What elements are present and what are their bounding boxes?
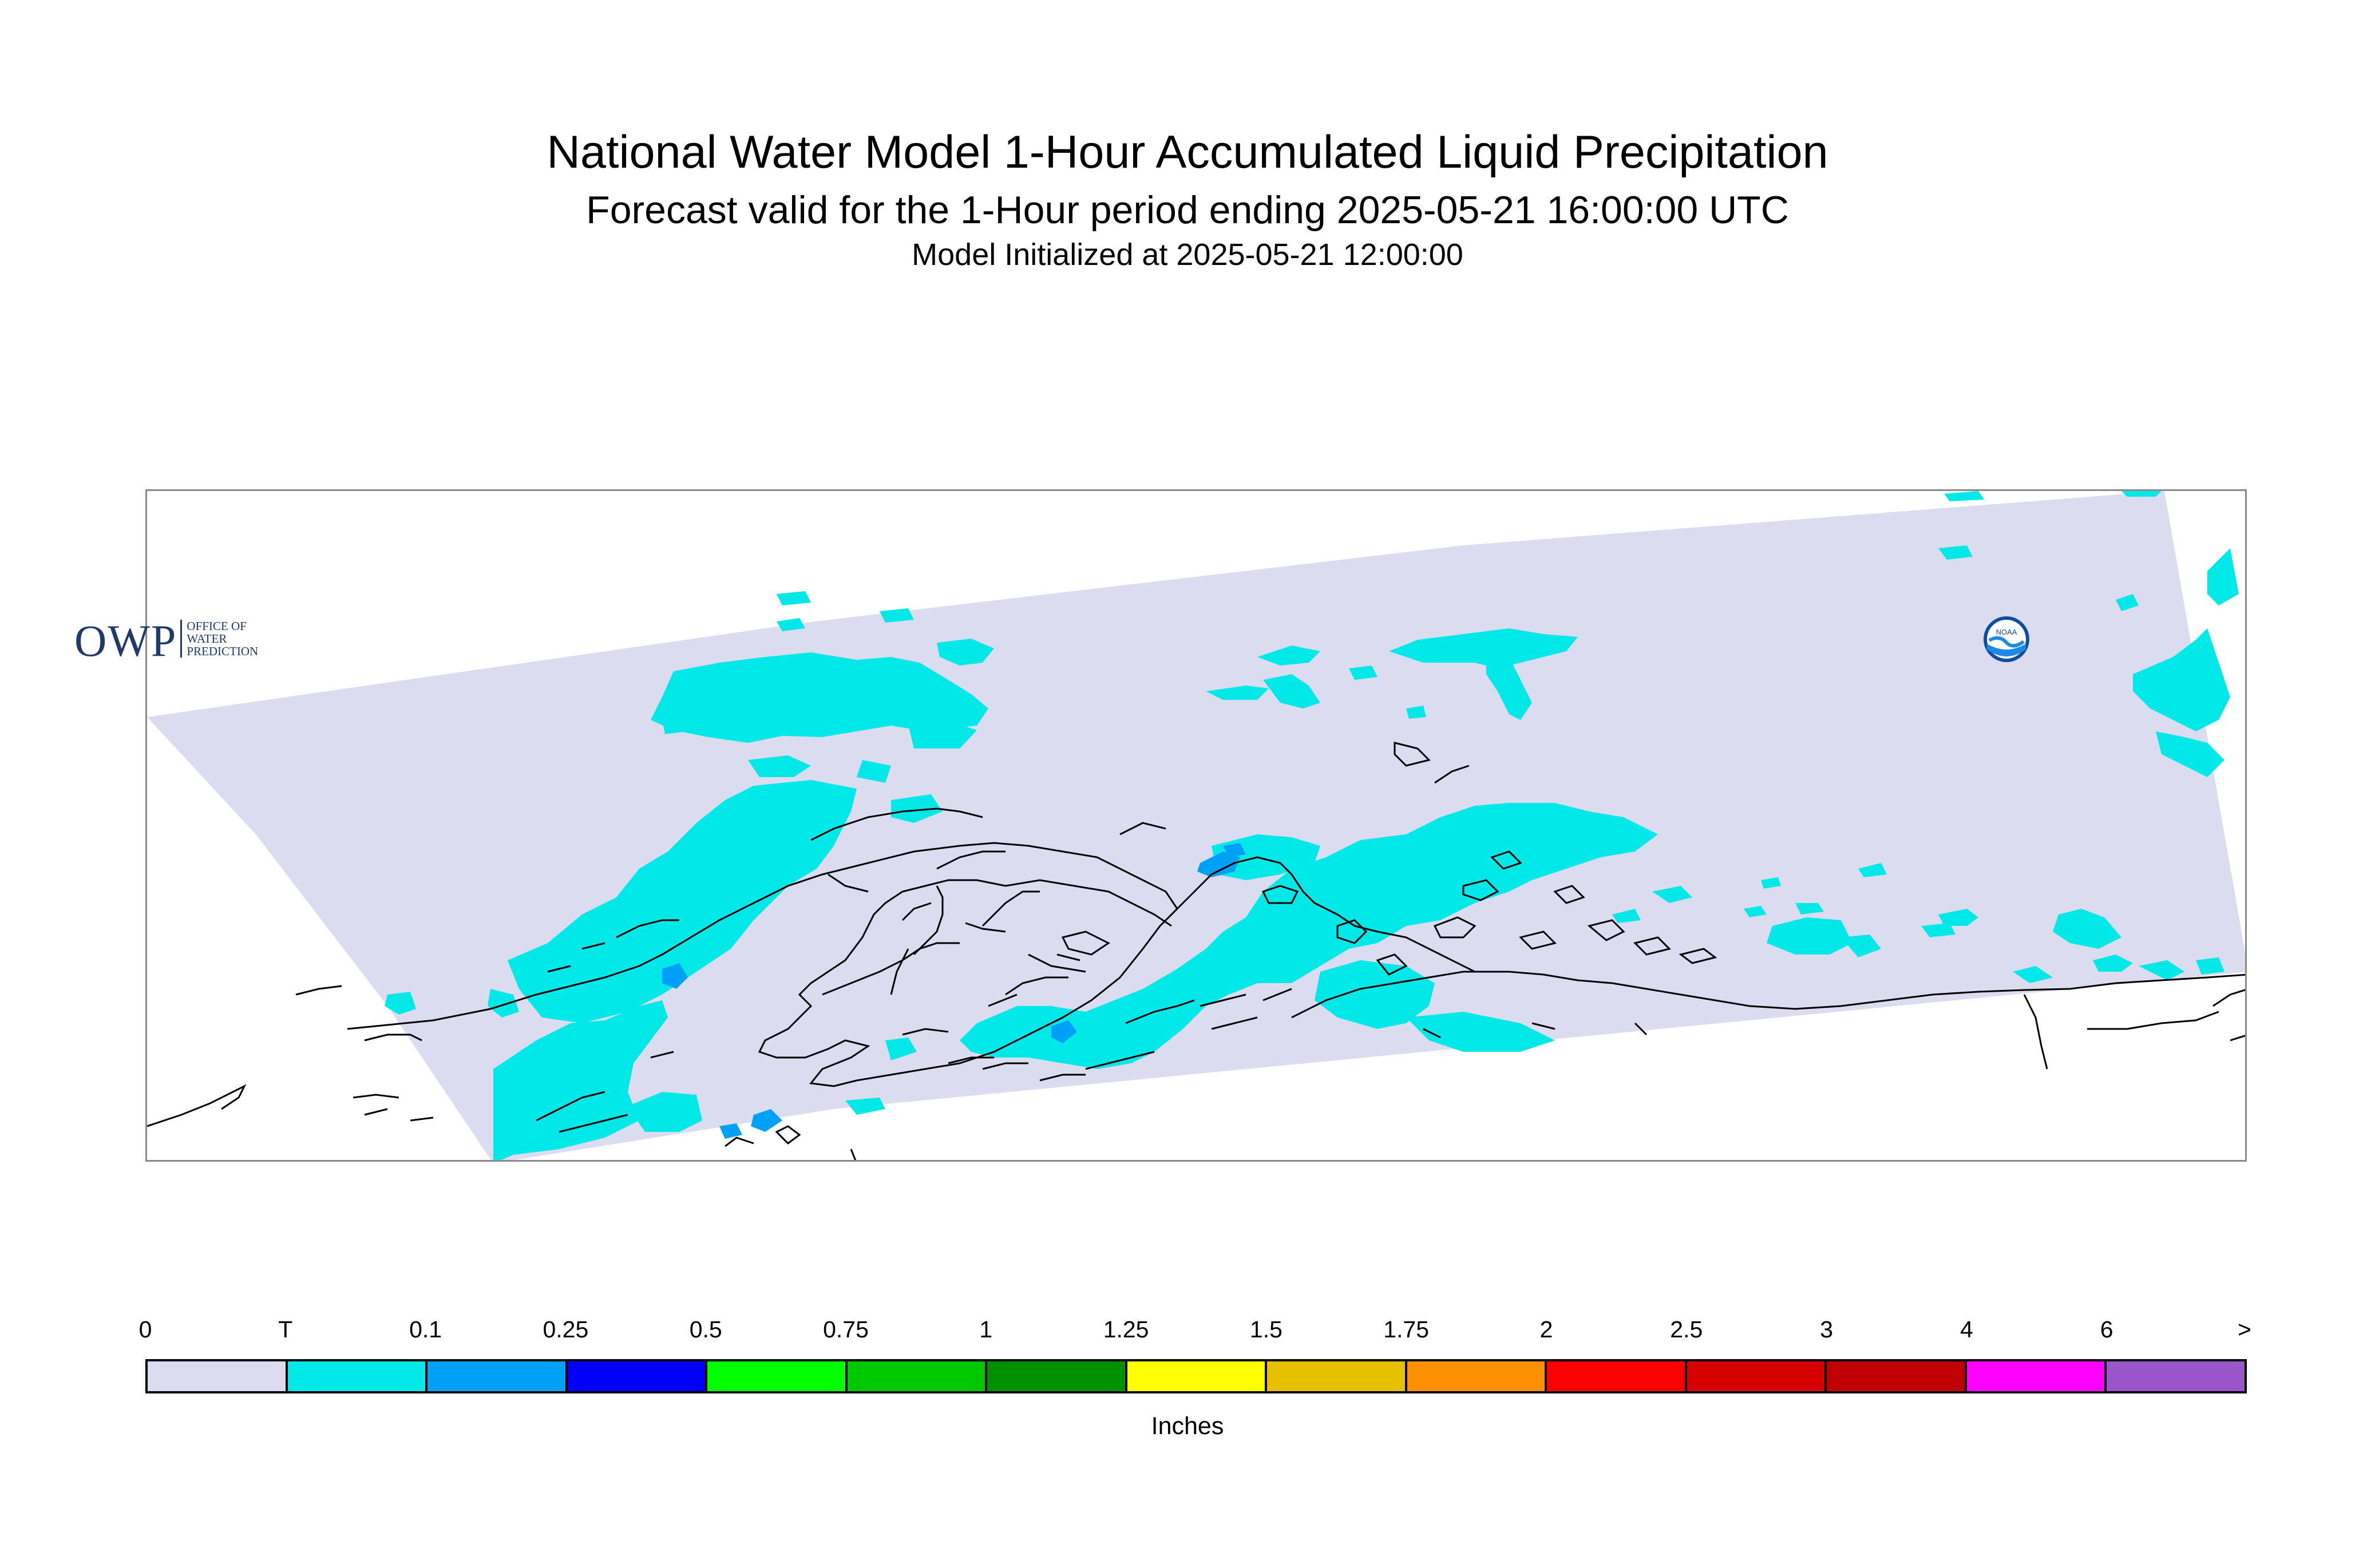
legend-tick-label: 0.5 [689, 1316, 722, 1343]
legend-tick-label: 6 [2100, 1316, 2113, 1343]
legend-swatch [2107, 1361, 2245, 1391]
legend-swatch [1267, 1361, 1407, 1391]
map-title: National Water Model 1-Hour Accumulated … [547, 126, 1828, 178]
legend-swatch [987, 1361, 1127, 1391]
forecast-valid-subtitle: Forecast valid for the 1-Hour period end… [586, 188, 1789, 232]
legend-tick-label: 0 [138, 1316, 152, 1343]
legend-tick-label: 1.75 [1383, 1316, 1430, 1343]
legend-swatch [1966, 1361, 2107, 1391]
legend-swatch [1827, 1361, 1967, 1391]
precipitation-legend [145, 1359, 2247, 1393]
light-precipitation-areas [662, 843, 1246, 1139]
outside-domain-left [147, 717, 491, 1160]
legend-swatch [1127, 1361, 1268, 1391]
precipitation-map [145, 489, 2247, 1162]
legend-swatch [707, 1361, 848, 1391]
legend-tick-label: 1 [979, 1316, 993, 1343]
legend-tick-label: 0.1 [409, 1316, 442, 1343]
legend-tick-label: > [2238, 1316, 2251, 1343]
legend-tick-label: 4 [1960, 1316, 1973, 1343]
legend-swatch [1547, 1361, 1687, 1391]
map-canvas [147, 491, 2245, 1160]
legend-tick-label: 2.5 [1670, 1316, 1703, 1343]
legend-units-label: Inches [1151, 1412, 1224, 1440]
legend-tick-label: 1.5 [1249, 1316, 1282, 1343]
legend-swatch [567, 1361, 708, 1391]
legend-tick-label: 0.25 [543, 1316, 589, 1343]
legend-swatch [287, 1361, 428, 1391]
legend-tick-label: 2 [1539, 1316, 1553, 1343]
legend-tick-label: T [278, 1316, 293, 1343]
legend-swatch [428, 1361, 568, 1391]
coastlines [147, 742, 2245, 1160]
model-init-subtitle: Model Initialized at 2025-05-21 12:00:00 [912, 237, 1463, 272]
noaa-logo: NOAA [1984, 616, 2029, 662]
outside-domain-right [514, 972, 2245, 1160]
legend-swatch [1407, 1361, 1547, 1391]
legend-swatch [847, 1361, 988, 1391]
legend-swatch [148, 1361, 288, 1391]
owp-logo-text: OFFICE OF WATER PREDICTION [187, 619, 259, 658]
owp-logo-mark: OWP [74, 616, 177, 666]
model-domain [147, 491, 2245, 1160]
legend-tick-label: 0.75 [823, 1316, 869, 1343]
legend-tick-label: 1.25 [1103, 1316, 1149, 1343]
owp-logo-divider [180, 620, 183, 658]
legend-swatch [1687, 1361, 1827, 1391]
owp-logo: OWP OFFICE OF WATER PREDICTION [74, 615, 258, 667]
svg-text:NOAA: NOAA [1996, 628, 2017, 636]
legend-tick-label: 3 [1820, 1316, 1833, 1343]
